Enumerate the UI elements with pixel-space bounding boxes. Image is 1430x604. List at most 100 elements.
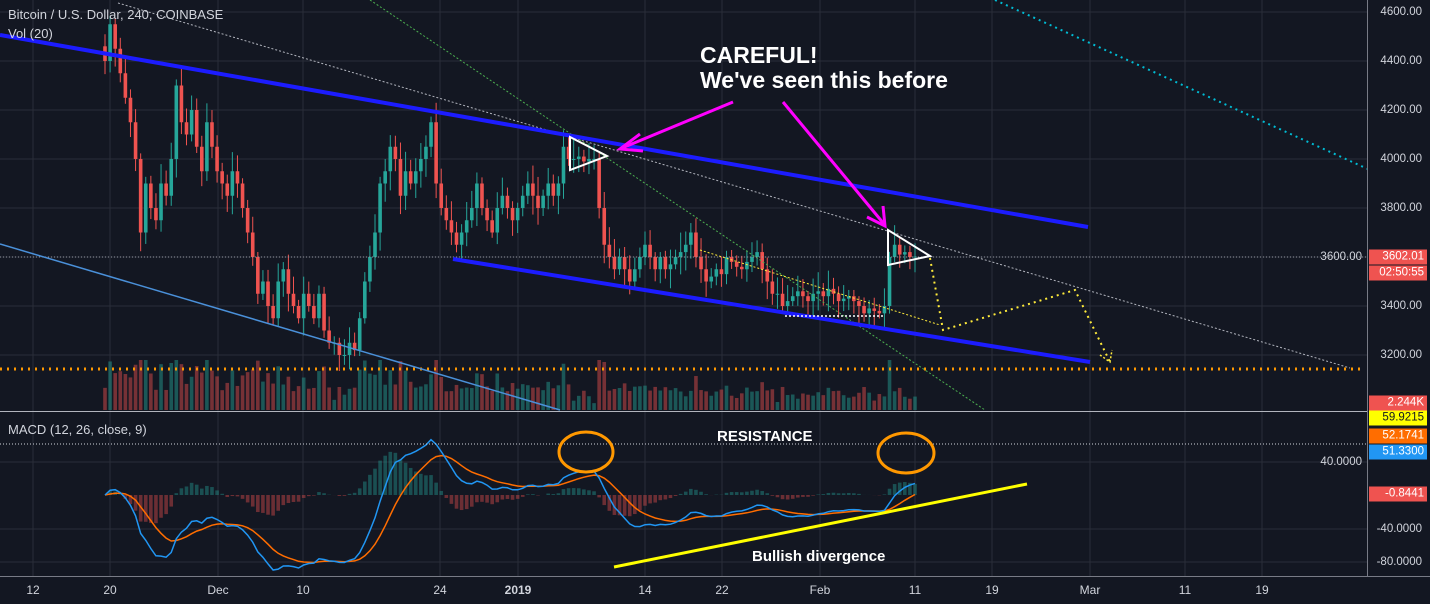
candle-body[interactable] xyxy=(673,257,678,265)
candle-body[interactable] xyxy=(877,310,882,314)
candle-body[interactable] xyxy=(327,330,331,343)
candle-body[interactable] xyxy=(576,156,581,159)
candle-body[interactable] xyxy=(434,122,438,184)
candle-body[interactable] xyxy=(897,244,902,255)
candle-body[interactable] xyxy=(806,296,810,302)
candle-body[interactable] xyxy=(836,293,841,302)
candle-body[interactable] xyxy=(159,183,163,221)
candle-body[interactable] xyxy=(174,85,179,160)
candle-body[interactable] xyxy=(154,208,158,221)
candle-body[interactable] xyxy=(755,252,759,257)
candle-body[interactable] xyxy=(413,171,418,184)
candle-body[interactable] xyxy=(256,257,260,294)
candle-body[interactable] xyxy=(683,244,688,253)
candle-body[interactable] xyxy=(627,269,632,282)
candle-body[interactable] xyxy=(699,257,703,270)
candle-body[interactable] xyxy=(138,159,143,233)
candle-body[interactable] xyxy=(403,171,408,196)
candle-body[interactable] xyxy=(439,183,444,209)
candle-body[interactable] xyxy=(281,269,286,282)
candle-body[interactable] xyxy=(235,171,240,184)
candle-body[interactable] xyxy=(123,73,128,98)
candle-body[interactable] xyxy=(561,146,566,184)
candle-body[interactable] xyxy=(607,244,612,257)
candle-body[interactable] xyxy=(811,293,815,302)
candle-body[interactable] xyxy=(796,291,800,297)
candle-body[interactable] xyxy=(143,183,148,233)
candle-body[interactable] xyxy=(464,220,469,233)
candle-body[interactable] xyxy=(194,110,199,147)
candle-body[interactable] xyxy=(419,159,423,172)
candle-body[interactable] xyxy=(841,298,846,302)
candle-body[interactable] xyxy=(250,232,255,258)
candle-body[interactable] xyxy=(393,146,398,159)
candle-body[interactable] xyxy=(220,171,224,184)
candle-body[interactable] xyxy=(801,291,805,297)
candle-body[interactable] xyxy=(760,252,764,270)
candle-body[interactable] xyxy=(500,195,505,208)
candle-body[interactable] xyxy=(240,183,245,209)
candle-body[interactable] xyxy=(714,269,719,277)
candle-body[interactable] xyxy=(857,301,861,306)
candle-body[interactable] xyxy=(337,342,342,355)
candle-body[interactable] xyxy=(363,281,367,319)
candle-body[interactable] xyxy=(179,85,184,123)
candle-body[interactable] xyxy=(597,159,601,208)
candle-body[interactable] xyxy=(719,269,724,275)
candle-body[interactable] xyxy=(317,293,321,319)
candle-body[interactable] xyxy=(663,257,668,270)
candle-body[interactable] xyxy=(230,171,235,196)
candle-body[interactable] xyxy=(750,257,754,262)
candle-body[interactable] xyxy=(118,48,123,74)
candle-body[interactable] xyxy=(113,24,117,49)
candle-body[interactable] xyxy=(449,220,454,233)
candle-body[interactable] xyxy=(495,208,500,233)
candle-body[interactable] xyxy=(694,232,698,258)
candle-body[interactable] xyxy=(536,195,540,208)
candle-body[interactable] xyxy=(582,156,586,162)
candle-body[interactable] xyxy=(199,146,204,172)
candle-body[interactable] xyxy=(383,171,387,184)
candle-body[interactable] xyxy=(286,269,291,294)
candle-body[interactable] xyxy=(602,208,607,245)
candle-body[interactable] xyxy=(617,257,622,270)
candle-body[interactable] xyxy=(867,308,871,314)
candle-body[interactable] xyxy=(469,208,474,221)
candle-body[interactable] xyxy=(745,261,749,270)
candle-body[interactable] xyxy=(612,257,617,270)
candle-body[interactable] xyxy=(515,208,520,221)
candle-body[interactable] xyxy=(108,24,112,61)
candle-body[interactable] xyxy=(872,308,877,311)
candle-body[interactable] xyxy=(149,183,153,209)
candle-body[interactable] xyxy=(184,122,189,135)
candle-body[interactable] xyxy=(189,110,194,135)
candle-body[interactable] xyxy=(770,281,775,294)
candle-body[interactable] xyxy=(658,257,663,270)
candle-body[interactable] xyxy=(510,208,515,221)
candle-body[interactable] xyxy=(408,171,413,184)
resistance-circle-2[interactable] xyxy=(876,431,936,475)
candle-body[interactable] xyxy=(424,146,428,159)
candle-body[interactable] xyxy=(704,269,708,282)
candle-body[interactable] xyxy=(724,257,729,275)
candle-body[interactable] xyxy=(678,252,683,257)
triangle-pattern-1[interactable] xyxy=(569,135,610,172)
candle-body[interactable] xyxy=(852,296,856,302)
candle-body[interactable] xyxy=(903,252,907,255)
candle-body[interactable] xyxy=(566,146,571,159)
candle-body[interactable] xyxy=(485,208,489,221)
candle-body[interactable] xyxy=(526,183,530,196)
candle-body[interactable] xyxy=(739,266,744,270)
candle-body[interactable] xyxy=(734,261,739,267)
candle-body[interactable] xyxy=(821,291,826,297)
candle-body[interactable] xyxy=(862,306,866,314)
candle-body[interactable] xyxy=(347,342,352,355)
candle-body[interactable] xyxy=(291,293,296,306)
cyan-dotted-trendline[interactable] xyxy=(994,0,1367,170)
candle-body[interactable] xyxy=(312,306,316,319)
candle-body[interactable] xyxy=(459,232,464,245)
candle-body[interactable] xyxy=(378,183,382,233)
candle-body[interactable] xyxy=(490,220,494,233)
candle-body[interactable] xyxy=(296,306,301,319)
